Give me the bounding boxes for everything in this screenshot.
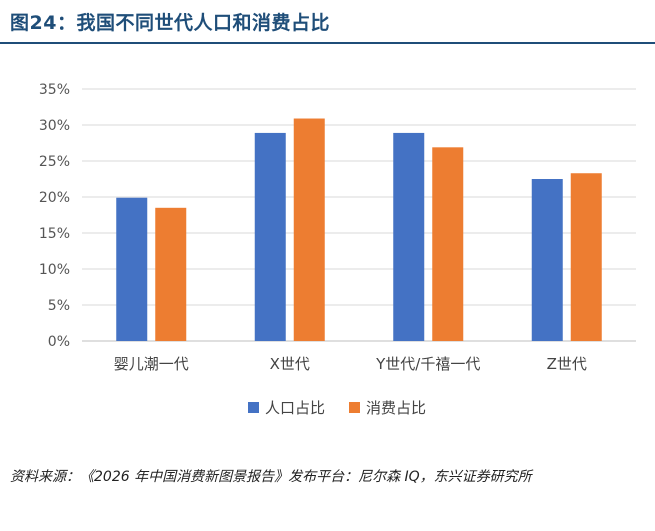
bar-population	[254, 132, 286, 341]
x-category-label: Y世代/千禧一代	[375, 355, 480, 373]
bar-consumption	[570, 173, 602, 341]
y-axis-ticks: 0% 5% 10% 15% 20% 25% 30% 35%	[39, 82, 70, 350]
legend-swatch	[248, 402, 259, 413]
bar-population	[116, 197, 148, 341]
legend: 人口占比 消费占比	[248, 399, 426, 417]
bar-consumption	[293, 118, 325, 341]
bars	[116, 118, 602, 341]
chart-title: 图24：我国不同世代人口和消费占比	[10, 12, 330, 34]
legend-label: 消费占比	[366, 399, 426, 417]
y-tick-label: 25%	[39, 154, 70, 170]
x-category-label: Z世代	[547, 355, 587, 373]
y-tick-label: 35%	[39, 82, 70, 98]
bar-consumption	[432, 147, 464, 341]
title-underline	[0, 42, 655, 44]
x-category-label: X世代	[270, 355, 310, 373]
bar-population	[393, 132, 425, 341]
y-tick-label: 20%	[39, 190, 70, 206]
source-note: 资料来源：《2026 年中国消费新图景报告》发布平台：尼尔森 IQ，东兴证券研究…	[10, 469, 532, 485]
legend-swatch	[349, 402, 360, 413]
bar-chart: 0% 5% 10% 15% 20% 25% 30% 35% 婴儿潮一代 X世代 Y世代/千禧一代 Z…	[39, 82, 636, 417]
y-tick-label: 30%	[39, 118, 70, 134]
bar-consumption	[155, 207, 187, 341]
x-axis-categories: 婴儿潮一代 X世代 Y世代/千禧一代 Z世代	[114, 355, 587, 373]
legend-label: 人口占比	[265, 399, 325, 417]
bar-population	[531, 179, 563, 341]
y-tick-label: 5%	[48, 298, 70, 314]
x-category-label: 婴儿潮一代	[114, 355, 189, 373]
y-tick-label: 0%	[48, 334, 70, 350]
y-tick-label: 10%	[39, 262, 70, 278]
y-tick-label: 15%	[39, 226, 70, 242]
